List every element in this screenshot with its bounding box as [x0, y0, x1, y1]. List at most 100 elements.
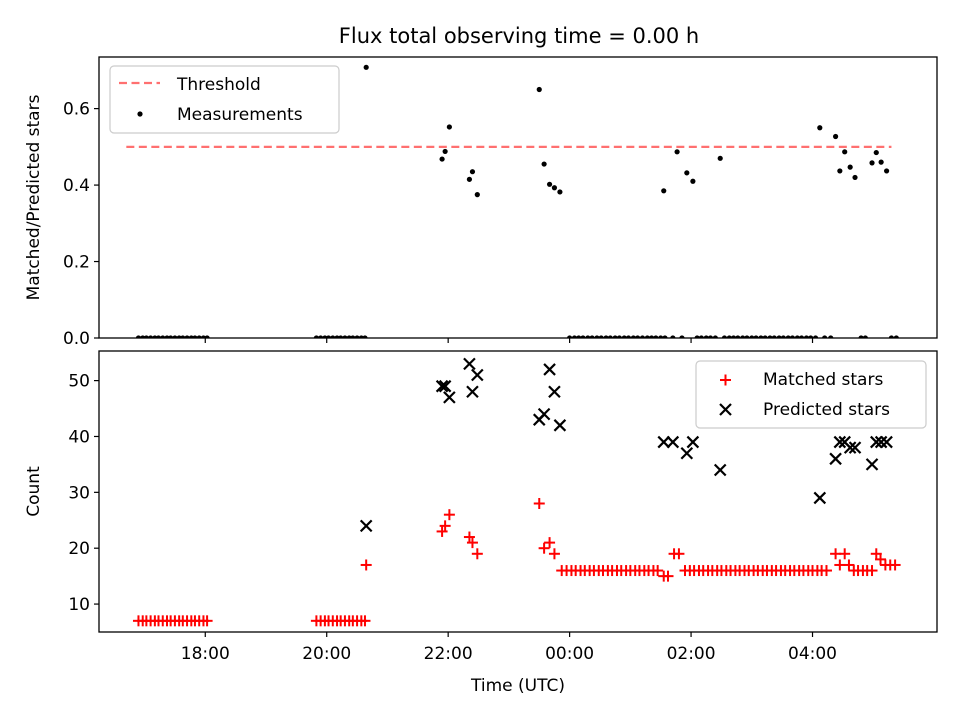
x-axis-label: Time (UTC) — [470, 676, 565, 696]
predicted-star-point — [553, 419, 567, 432]
measurement-point — [878, 159, 884, 165]
measurement-point — [363, 64, 369, 70]
measurement-point — [883, 168, 890, 174]
matched-star-point — [538, 542, 550, 554]
matched-star-point — [820, 565, 832, 577]
matched-star-point — [439, 520, 451, 532]
predicted-star-point — [471, 368, 484, 382]
x-tick-label: 20:00 — [302, 644, 351, 664]
legend-predicted-label: Predicted stars — [763, 400, 890, 420]
legend: Matched stars Predicted stars — [695, 360, 927, 429]
predicted-star-point — [680, 446, 694, 460]
measurement-point — [541, 161, 547, 167]
y-axis-label: Matched/Predicted stars — [24, 94, 44, 300]
predicted-star-point — [813, 491, 827, 505]
measurement-point — [837, 168, 843, 174]
x-tick-label: 00:00 — [545, 644, 594, 664]
predicted-star-point — [537, 407, 551, 421]
predicted-star-point — [833, 435, 847, 449]
predicted-star-point — [666, 435, 680, 449]
matched-star-point — [471, 548, 483, 560]
measurement-point — [446, 124, 452, 130]
matched-star-point — [870, 548, 882, 560]
matched-star-point — [875, 553, 887, 565]
top-panel: 0.0 0.2 0.4 0.6 Matched/Predicted stars Thres… — [24, 56, 938, 349]
predicted-star-point — [435, 379, 449, 393]
measurement-point — [536, 86, 542, 93]
predicted-star-point — [843, 441, 857, 454]
predicted-star-point — [713, 463, 727, 477]
predicted-star-point — [686, 435, 700, 449]
y-tick-label: 0.6 — [63, 100, 90, 120]
predicted-star-point — [880, 435, 893, 449]
measurement-point — [474, 192, 480, 198]
predicted-star-point — [438, 379, 452, 393]
measurement-point — [817, 125, 823, 131]
y-tick-label: 30 — [68, 483, 90, 503]
predicted-star-point — [463, 357, 476, 371]
measurement-point — [661, 188, 667, 194]
measurement-point — [717, 155, 723, 161]
measurement-point — [551, 185, 558, 191]
matched-star-point — [839, 548, 851, 560]
predicted-star-point — [548, 385, 561, 399]
y-tick-label: 20 — [68, 539, 90, 559]
predicted-star-point — [869, 435, 883, 449]
x-tick-label: 22:00 — [424, 644, 473, 664]
predicted-star-point — [829, 452, 842, 466]
legend-threshold-label: Threshold — [176, 75, 261, 95]
measurement-point — [869, 160, 875, 166]
y-tick-label: 10 — [68, 595, 90, 615]
legend-matched-label: Matched stars — [763, 370, 883, 390]
measurement-point — [873, 149, 879, 156]
legend-frame — [109, 65, 340, 134]
predicted-star-point — [543, 363, 556, 376]
legend: Threshold Measurements — [109, 65, 340, 134]
matched-star-point — [843, 559, 855, 571]
x-tick-label: 04:00 — [788, 644, 837, 664]
predicted-star-point — [657, 435, 671, 449]
series-matched-stars — [132, 498, 901, 627]
matched-star-point — [359, 615, 371, 627]
matched-star-point — [463, 531, 475, 543]
measurement-point — [439, 156, 445, 162]
x-tick-label: 02:00 — [667, 644, 716, 664]
legend-measurements-swatch — [137, 111, 143, 117]
x-tick-label: 18:00 — [181, 644, 230, 664]
legend-measurements-label: Measurements — [177, 105, 303, 125]
matched-star-point — [662, 570, 674, 582]
matched-star-point — [544, 537, 556, 549]
matched-star-point — [866, 565, 878, 577]
measurement-point — [842, 149, 848, 155]
measurement-point — [832, 133, 839, 140]
measurement-point — [546, 181, 553, 187]
matched-star-point — [533, 498, 545, 510]
matched-star-point — [548, 548, 560, 560]
predicted-star-point — [848, 441, 862, 454]
y-tick-label: 50 — [68, 372, 90, 392]
predicted-star-point — [874, 435, 888, 449]
measurement-point — [557, 189, 563, 195]
matched-star-point — [360, 559, 372, 571]
y-tick-label: 0.2 — [63, 253, 90, 273]
legend-matched-swatch — [720, 374, 731, 386]
predicted-star-point — [359, 519, 373, 533]
bottom-panel: 10 20 30 40 50 18:00 20:00 22:00 00:00 02:00 04:00… — [24, 350, 938, 696]
matched-star-point — [466, 537, 478, 549]
matched-star-point — [443, 509, 455, 521]
matched-star-point — [889, 559, 901, 571]
axes-frame — [98, 56, 938, 339]
measurement-point — [469, 169, 476, 175]
y-tick-label: 40 — [68, 427, 90, 447]
measurement-point — [852, 174, 858, 181]
axes-frame — [98, 350, 938, 633]
y-tick-label: 0.0 — [63, 329, 90, 349]
measurement-point — [690, 178, 696, 184]
legend-frame — [695, 360, 927, 429]
plot-area — [132, 357, 901, 627]
chart-title: Flux total observing time = 0.00 h — [339, 24, 699, 48]
measurement-point — [466, 176, 473, 182]
predicted-star-point — [443, 391, 456, 404]
matched-star-point — [673, 548, 685, 560]
